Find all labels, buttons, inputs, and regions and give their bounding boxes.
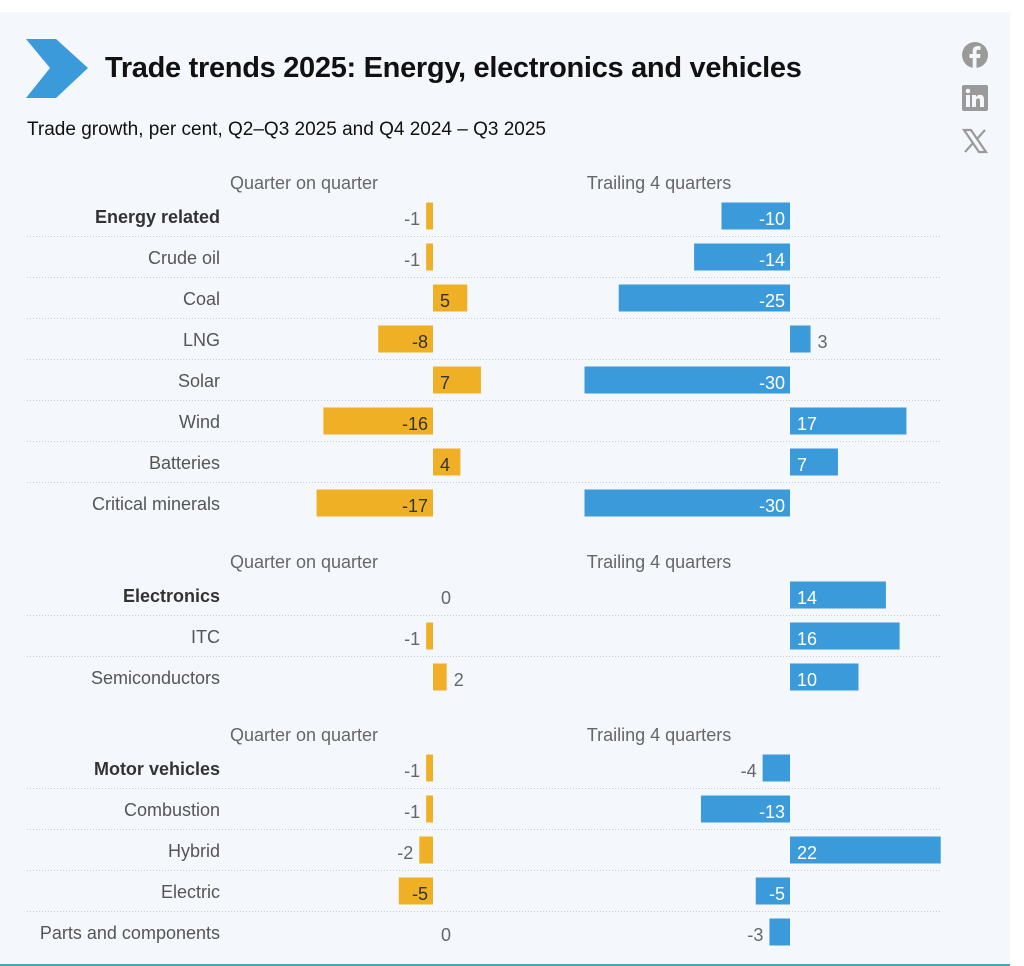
trailing-bar [790, 581, 886, 609]
trailing-value: -4 [741, 761, 757, 781]
x-icon[interactable] [961, 127, 989, 155]
trailing-value: 22 [797, 843, 817, 863]
category-label: LNG [183, 330, 220, 350]
trailing-value: 14 [797, 588, 817, 608]
qoq-value: 0 [441, 925, 451, 945]
section-title: Energy related [95, 207, 220, 227]
qoq-value: -1 [404, 629, 420, 649]
qoq-bar [433, 663, 447, 691]
category-label: Coal [183, 289, 220, 309]
trailing-value: 17 [797, 414, 817, 434]
trailing-bar [790, 836, 941, 864]
qoq-bar [378, 325, 433, 353]
qoq-value: 4 [440, 455, 450, 475]
category-label: Crude oil [148, 248, 220, 268]
qoq-bar [323, 407, 433, 435]
qoq-value: -2 [397, 843, 413, 863]
qoq-value: -1 [404, 250, 420, 270]
trailing-bar [721, 202, 790, 230]
category-label: Critical minerals [92, 494, 220, 514]
trailing-value: -3 [747, 925, 763, 945]
qoq-value: 7 [440, 373, 450, 393]
category-label: Electric [161, 882, 220, 902]
trailing-bar [584, 366, 790, 394]
qoq-value: 5 [440, 291, 450, 311]
trailing-value: 16 [797, 629, 817, 649]
qoq-bar [398, 877, 433, 905]
trailing-bar [694, 243, 790, 271]
trailing-bar [618, 284, 790, 312]
category-label: Semiconductors [91, 668, 220, 688]
trailing-bar [790, 663, 859, 691]
trailing-bar [790, 325, 811, 353]
series-header-trailing: Trailing 4 quarters [587, 552, 731, 572]
chevron-right-icon [26, 39, 88, 98]
section-title: Electronics [123, 586, 220, 606]
category-label: Wind [179, 412, 220, 432]
trailing-value: 10 [797, 670, 817, 690]
qoq-value: -8 [412, 332, 428, 352]
category-label: Parts and components [40, 923, 220, 943]
qoq-value: 2 [454, 670, 464, 690]
trailing-bar [762, 754, 790, 782]
trailing-value: -10 [759, 209, 785, 229]
trailing-bar [700, 795, 790, 823]
trailing-value: -5 [769, 884, 785, 904]
trailing-value: -30 [759, 373, 785, 393]
qoq-value: -16 [402, 414, 428, 434]
chart-panel [0, 12, 1010, 966]
trailing-value: -14 [759, 250, 785, 270]
linkedin-icon[interactable] [961, 84, 989, 112]
category-label: Solar [178, 371, 220, 391]
category-label: Hybrid [168, 841, 220, 861]
qoq-value: -17 [402, 496, 428, 516]
qoq-bar [426, 202, 433, 230]
qoq-bar [426, 795, 433, 823]
trailing-bar [790, 622, 900, 650]
qoq-bar [433, 366, 481, 394]
trailing-value: 3 [818, 332, 828, 352]
qoq-value: -1 [404, 802, 420, 822]
qoq-bar [433, 448, 461, 476]
category-label: Batteries [149, 453, 220, 473]
trailing-bar [769, 918, 790, 946]
category-label: ITC [191, 627, 220, 647]
trailing-value: -13 [759, 802, 785, 822]
qoq-value: 0 [441, 588, 451, 608]
trailing-bar [790, 407, 907, 435]
qoq-bar [316, 489, 433, 517]
series-header-trailing: Trailing 4 quarters [587, 725, 731, 745]
trailing-value: -25 [759, 291, 785, 311]
qoq-value: -1 [404, 209, 420, 229]
series-header-qoq: Quarter on quarter [230, 725, 378, 745]
chart-subtitle: Trade growth, per cent, Q2–Q3 2025 and Q… [27, 119, 546, 140]
facebook-icon[interactable] [961, 41, 989, 69]
trailing-bar [584, 489, 790, 517]
category-label: Combustion [124, 800, 220, 820]
series-header-qoq: Quarter on quarter [230, 173, 378, 193]
trailing-bar [790, 448, 838, 476]
qoq-value: -5 [412, 884, 428, 904]
qoq-bar [426, 622, 433, 650]
series-header-trailing: Trailing 4 quarters [587, 173, 731, 193]
series-header-qoq: Quarter on quarter [230, 552, 378, 572]
trailing-bar [755, 877, 790, 905]
qoq-bar [433, 284, 468, 312]
qoq-bar [426, 243, 433, 271]
trailing-value: 7 [797, 455, 807, 475]
qoq-bar [426, 754, 433, 782]
qoq-bar [419, 836, 433, 864]
section-title: Motor vehicles [94, 759, 220, 779]
chart-title: Trade trends 2025: Energy, electronics a… [105, 52, 802, 84]
qoq-value: -1 [404, 761, 420, 781]
trailing-value: -30 [759, 496, 785, 516]
